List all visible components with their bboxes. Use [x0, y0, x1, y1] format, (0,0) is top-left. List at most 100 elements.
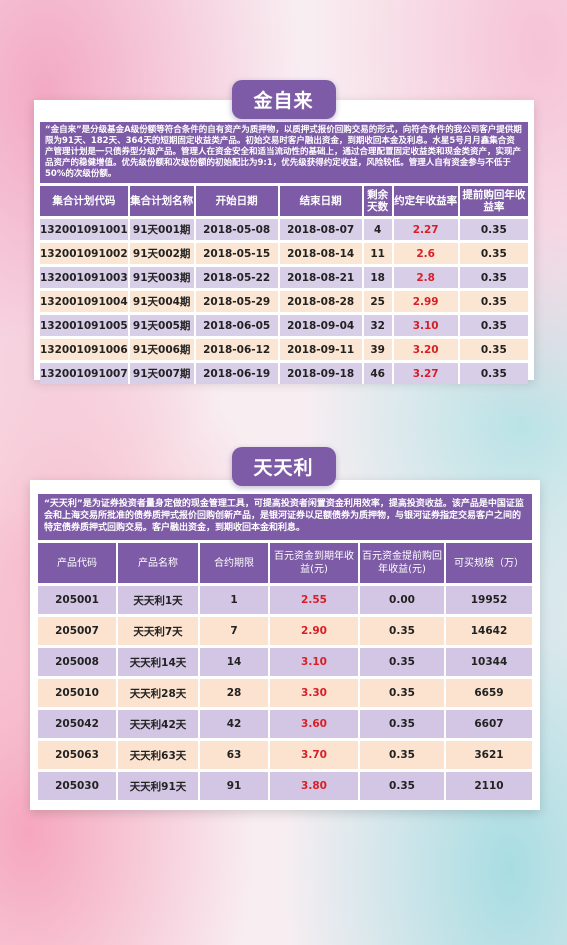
table-cell: 132001091005: [40, 315, 130, 336]
table-row: 132001091001 91天001期 2018-05-08 2018-08-07 4…: [40, 219, 528, 240]
table-cell: 3.27: [393, 363, 460, 384]
table-cell: 0.35: [459, 243, 528, 264]
table-cell: 63: [200, 741, 270, 769]
table-cell: 205063: [38, 741, 118, 769]
table-row: 205042 天天利42天 42 3.60 0.35 6607: [38, 710, 532, 738]
table-cell: 2018-05-29: [195, 291, 280, 312]
table-cell: 91天004期: [129, 291, 196, 312]
section2-title: 天天利: [231, 447, 336, 486]
table-cell: 2018-08-21: [279, 267, 364, 288]
table-cell: 2110: [446, 772, 532, 800]
table-cell: 28: [200, 679, 270, 707]
table-header-row: 产品代码 产品名称 合约期限 百元资金到期年收益(元) 百元资金提前购回年收益(…: [38, 543, 532, 583]
table-cell: 天天利7天: [118, 617, 200, 645]
table-cell: 2018-05-15: [195, 243, 280, 264]
table-cell: 0.00: [360, 586, 446, 614]
tiantianli-table: 产品代码 产品名称 合约期限 百元资金到期年收益(元) 百元资金提前购回年收益(…: [38, 540, 532, 803]
table-cell: 91天006期: [129, 339, 196, 360]
table-cell: 0.35: [459, 315, 528, 336]
table-cell: 0.35: [459, 267, 528, 288]
jinzilai-table: 集合计划代码 集合计划名称 开始日期 结束日期 剩余天数 约定年收益率 提前购回…: [40, 183, 528, 387]
table-cell: 91: [200, 772, 270, 800]
table-row: 132001091004 91天004期 2018-05-29 2018-08-28 2…: [40, 291, 528, 312]
table-cell: 2018-05-08: [195, 219, 280, 240]
table-cell: 2.99: [393, 291, 460, 312]
table-cell: 132001091003: [40, 267, 130, 288]
table-cell: 132001091002: [40, 243, 130, 264]
table-cell: 2018-08-14: [279, 243, 364, 264]
table-row: 205007 天天利7天 7 2.90 0.35 14642: [38, 617, 532, 645]
table-row: 205001 天天利1天 1 2.55 0.00 19952: [38, 586, 532, 614]
table-cell: 14: [200, 648, 270, 676]
section2-intro: “天天利”是为证券投资者量身定做的现金管理工具，可提高投资者闲置资金利用效率，提…: [38, 494, 532, 540]
table-cell: 14642: [446, 617, 532, 645]
col-header-rate: 约定年收益率: [393, 186, 460, 216]
table-cell: 0.35: [360, 772, 446, 800]
table-cell: 205001: [38, 586, 118, 614]
jinzilai-card: “金自来”是分级基金A级份额等符合条件的自有资产为质押物，以质押式报价回购交易的…: [34, 100, 534, 384]
table-cell: 91天005期: [129, 315, 196, 336]
table-cell: 4: [363, 219, 394, 240]
table-cell: 0.35: [360, 617, 446, 645]
table-header-row: 集合计划代码 集合计划名称 开始日期 结束日期 剩余天数 约定年收益率 提前购回…: [40, 186, 528, 216]
table-cell: 0.35: [360, 648, 446, 676]
table-cell: 2.27: [393, 219, 460, 240]
col-header-code: 集合计划代码: [40, 186, 130, 216]
table-cell: 132001091007: [40, 363, 130, 384]
table-cell: 3.10: [270, 648, 360, 676]
table-cell: 46: [363, 363, 394, 384]
table-cell: 25: [363, 291, 394, 312]
table-cell: 2018-08-28: [279, 291, 364, 312]
col-header-name: 产品名称: [118, 543, 200, 583]
table-row: 132001091002 91天002期 2018-05-15 2018-08-14 1…: [40, 243, 528, 264]
table-cell: 0.35: [360, 710, 446, 738]
table-row: 132001091006 91天006期 2018-06-12 2018-09-11 3…: [40, 339, 528, 360]
table-cell: 0.35: [459, 291, 528, 312]
table-cell: 205030: [38, 772, 118, 800]
tiantianli-card: “天天利”是为证券投资者量身定做的现金管理工具，可提高投资者闲置资金利用效率，提…: [30, 480, 540, 810]
table-cell: 2.55: [270, 586, 360, 614]
table-cell: 91天001期: [129, 219, 196, 240]
table-cell: 11: [363, 243, 394, 264]
table-cell: 7: [200, 617, 270, 645]
table-cell: 0.35: [360, 679, 446, 707]
table-cell: 6607: [446, 710, 532, 738]
table-cell: 3621: [446, 741, 532, 769]
table-cell: 2018-08-07: [279, 219, 364, 240]
table-cell: 0.35: [459, 339, 528, 360]
table-cell: 39: [363, 339, 394, 360]
table-cell: 0.35: [459, 219, 528, 240]
table-cell: 18: [363, 267, 394, 288]
table-cell: 天天利91天: [118, 772, 200, 800]
table-cell: 3.30: [270, 679, 360, 707]
table-cell: 2.8: [393, 267, 460, 288]
table-cell: 0.35: [360, 741, 446, 769]
table-cell: 205010: [38, 679, 118, 707]
table-cell: 天天利42天: [118, 710, 200, 738]
table-cell: 3.70: [270, 741, 360, 769]
col-header-remaining: 剩余天数: [363, 186, 394, 216]
table-cell: 2.6: [393, 243, 460, 264]
table-cell: 19952: [446, 586, 532, 614]
table-cell: 2018-09-18: [279, 363, 364, 384]
col-header-early-yield: 百元资金提前购回年收益(元): [360, 543, 446, 583]
table-cell: 天天利63天: [118, 741, 200, 769]
table-cell: 2018-09-11: [279, 339, 364, 360]
table-cell: 0.35: [459, 363, 528, 384]
table-cell: 2018-05-22: [195, 267, 280, 288]
section1-intro: “金自来”是分级基金A级份额等符合条件的自有资产为质押物，以质押式报价回购交易的…: [40, 122, 528, 183]
table-cell: 3.20: [393, 339, 460, 360]
table-cell: 10344: [446, 648, 532, 676]
table-cell: 91天007期: [129, 363, 196, 384]
table-cell: 天天利28天: [118, 679, 200, 707]
table-row: 205008 天天利14天 14 3.10 0.35 10344: [38, 648, 532, 676]
table-cell: 1: [200, 586, 270, 614]
col-header-early-rate: 提前购回年收益率: [459, 186, 528, 216]
table-cell: 3.60: [270, 710, 360, 738]
col-header-end: 结束日期: [279, 186, 364, 216]
table-cell: 132001091004: [40, 291, 130, 312]
col-header-yield: 百元资金到期年收益(元): [270, 543, 360, 583]
table-row: 205063 天天利63天 63 3.70 0.35 3621: [38, 741, 532, 769]
table-cell: 天天利1天: [118, 586, 200, 614]
table-cell: 205007: [38, 617, 118, 645]
